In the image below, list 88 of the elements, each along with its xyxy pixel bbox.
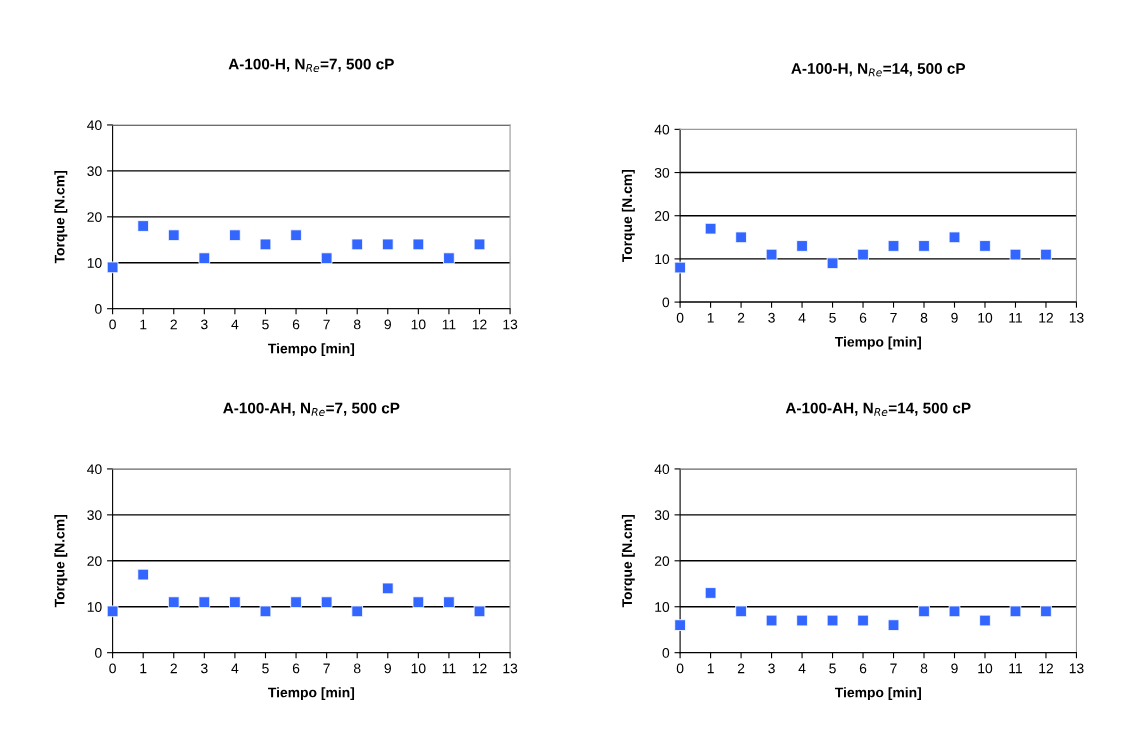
x-tick-label: 6 [292, 319, 300, 330]
chart-title: A-100-AH, N$_{Re}$=7, 500 cP [223, 402, 400, 417]
y-axis-title: Torque [N.cm] [621, 169, 635, 263]
x-tick-label: 1 [140, 663, 147, 674]
x-tick-label: 10 [978, 312, 993, 323]
x-tick-label: 1 [707, 313, 714, 323]
x-tick-label: 8 [920, 663, 928, 674]
y-tick-label: 40 [654, 124, 670, 135]
x-tick-label: 6 [292, 663, 300, 674]
x-tick-label: 12 [472, 319, 487, 330]
x-tick-label: 7 [890, 313, 897, 323]
y-axis-title: Torque [N.cm] [54, 171, 68, 264]
x-tick-label: 13 [1069, 663, 1084, 674]
x-tick-label: 12 [472, 663, 487, 674]
y-tick-label: 30 [654, 510, 670, 521]
x-tick-label: 7 [890, 663, 897, 674]
x-tick-label: 13 [503, 319, 518, 330]
x-tick-label: 13 [503, 663, 518, 674]
x-tick-label: 12 [1039, 663, 1053, 674]
x-tick-label: 4 [231, 319, 239, 330]
x-tick-label: 10 [411, 663, 426, 674]
y-tick-label: 30 [87, 166, 102, 177]
y-tick-label: 0 [662, 648, 670, 658]
y-tick-label: 40 [654, 464, 670, 475]
x-tick-label: 2 [737, 663, 745, 674]
y-tick-label: 20 [654, 211, 670, 221]
x-tick-label: 11 [1009, 313, 1023, 323]
x-tick-label: 7 [323, 319, 330, 330]
chart-title: A-100-AH, N$_{Re}$=14, 500 cP [785, 402, 971, 417]
y-tick-label: 20 [87, 556, 102, 566]
chart-title: A-100-H, N$_{Re}$=7, 500 cP [228, 58, 394, 73]
x-tick-label: 10 [411, 319, 426, 330]
x-axis-title: Tiempo [min] [834, 336, 921, 350]
x-tick-label: 10 [978, 663, 993, 674]
x-tick-label: 0 [109, 663, 116, 674]
x-tick-label: 9 [951, 312, 958, 323]
x-tick-label: 8 [920, 312, 928, 323]
x-tick-label: 2 [170, 319, 177, 330]
x-tick-label: 9 [384, 663, 391, 674]
x-tick-label: 4 [231, 663, 239, 674]
y-tick-label: 20 [87, 212, 102, 222]
y-tick-label: 10 [87, 258, 102, 268]
x-tick-label: 6 [859, 663, 867, 674]
y-tick-label: 40 [87, 464, 102, 475]
x-tick-label: 8 [353, 319, 361, 330]
chart-title: A-100-H, N$_{Re}$=14, 500 cP [791, 63, 966, 77]
x-tick-label: 5 [829, 663, 836, 674]
x-tick-label: 0 [676, 312, 684, 323]
x-tick-label: 1 [140, 319, 147, 330]
x-tick-label: 2 [170, 663, 177, 674]
x-tick-label: 0 [676, 663, 684, 674]
y-tick-label: 30 [87, 510, 102, 521]
x-tick-label: 1 [707, 663, 714, 674]
x-tick-label: 5 [829, 313, 836, 323]
x-tick-label: 8 [353, 663, 361, 674]
x-tick-label: 9 [951, 663, 958, 674]
x-tick-label: 12 [1039, 312, 1053, 323]
y-tick-label: 0 [662, 297, 670, 308]
x-tick-label: 7 [323, 663, 330, 674]
y-tick-label: 20 [654, 556, 670, 566]
y-axis-title: Torque [N.cm] [621, 515, 635, 608]
x-tick-label: 13 [1069, 312, 1084, 323]
x-tick-label: 4 [798, 313, 806, 323]
y-axis-title: Torque [N.cm] [54, 515, 68, 608]
x-axis-title: Tiempo [min] [268, 687, 355, 701]
y-tick-label: 0 [95, 304, 102, 314]
x-tick-label: 3 [768, 663, 775, 674]
x-tick-label: 2 [737, 312, 745, 323]
x-tick-label: 3 [768, 312, 775, 323]
y-tick-label: 30 [654, 167, 670, 178]
x-tick-label: 11 [1009, 663, 1023, 674]
x-tick-label: 3 [200, 663, 208, 674]
x-axis-title: Tiempo [min] [834, 687, 921, 701]
x-axis-title: Tiempo [min] [268, 343, 355, 357]
y-tick-label: 10 [655, 254, 670, 265]
x-tick-label: 5 [262, 319, 269, 330]
x-tick-label: 6 [859, 312, 867, 323]
x-tick-label: 0 [109, 319, 116, 330]
y-tick-label: 10 [87, 602, 102, 612]
x-tick-label: 11 [442, 319, 456, 330]
x-tick-label: 5 [262, 663, 269, 674]
y-tick-label: 10 [655, 602, 670, 612]
y-tick-label: 0 [95, 648, 102, 658]
x-tick-label: 4 [798, 663, 806, 674]
x-tick-label: 9 [384, 319, 391, 330]
y-tick-label: 40 [87, 120, 102, 131]
x-tick-label: 11 [442, 663, 456, 674]
x-tick-label: 3 [200, 319, 208, 330]
